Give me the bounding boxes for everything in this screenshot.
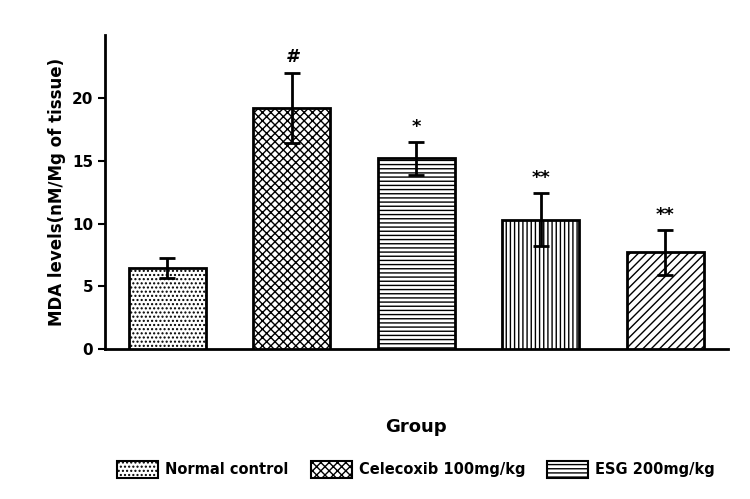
Bar xyxy=(378,158,454,349)
Text: **: ** xyxy=(531,169,550,187)
Bar xyxy=(254,108,330,349)
Bar xyxy=(503,220,579,349)
Text: Group: Group xyxy=(386,419,447,437)
Legend: Normal control, Celecoxib 100mg/kg, ESG 200mg/kg: Normal control, Celecoxib 100mg/kg, ESG … xyxy=(112,455,721,484)
Bar xyxy=(129,267,206,349)
Text: *: * xyxy=(412,118,421,136)
Y-axis label: MDA levels(nM/Mg of tissue): MDA levels(nM/Mg of tissue) xyxy=(48,58,66,326)
Text: #: # xyxy=(286,48,298,66)
Bar xyxy=(627,252,704,349)
Text: **: ** xyxy=(656,206,675,224)
